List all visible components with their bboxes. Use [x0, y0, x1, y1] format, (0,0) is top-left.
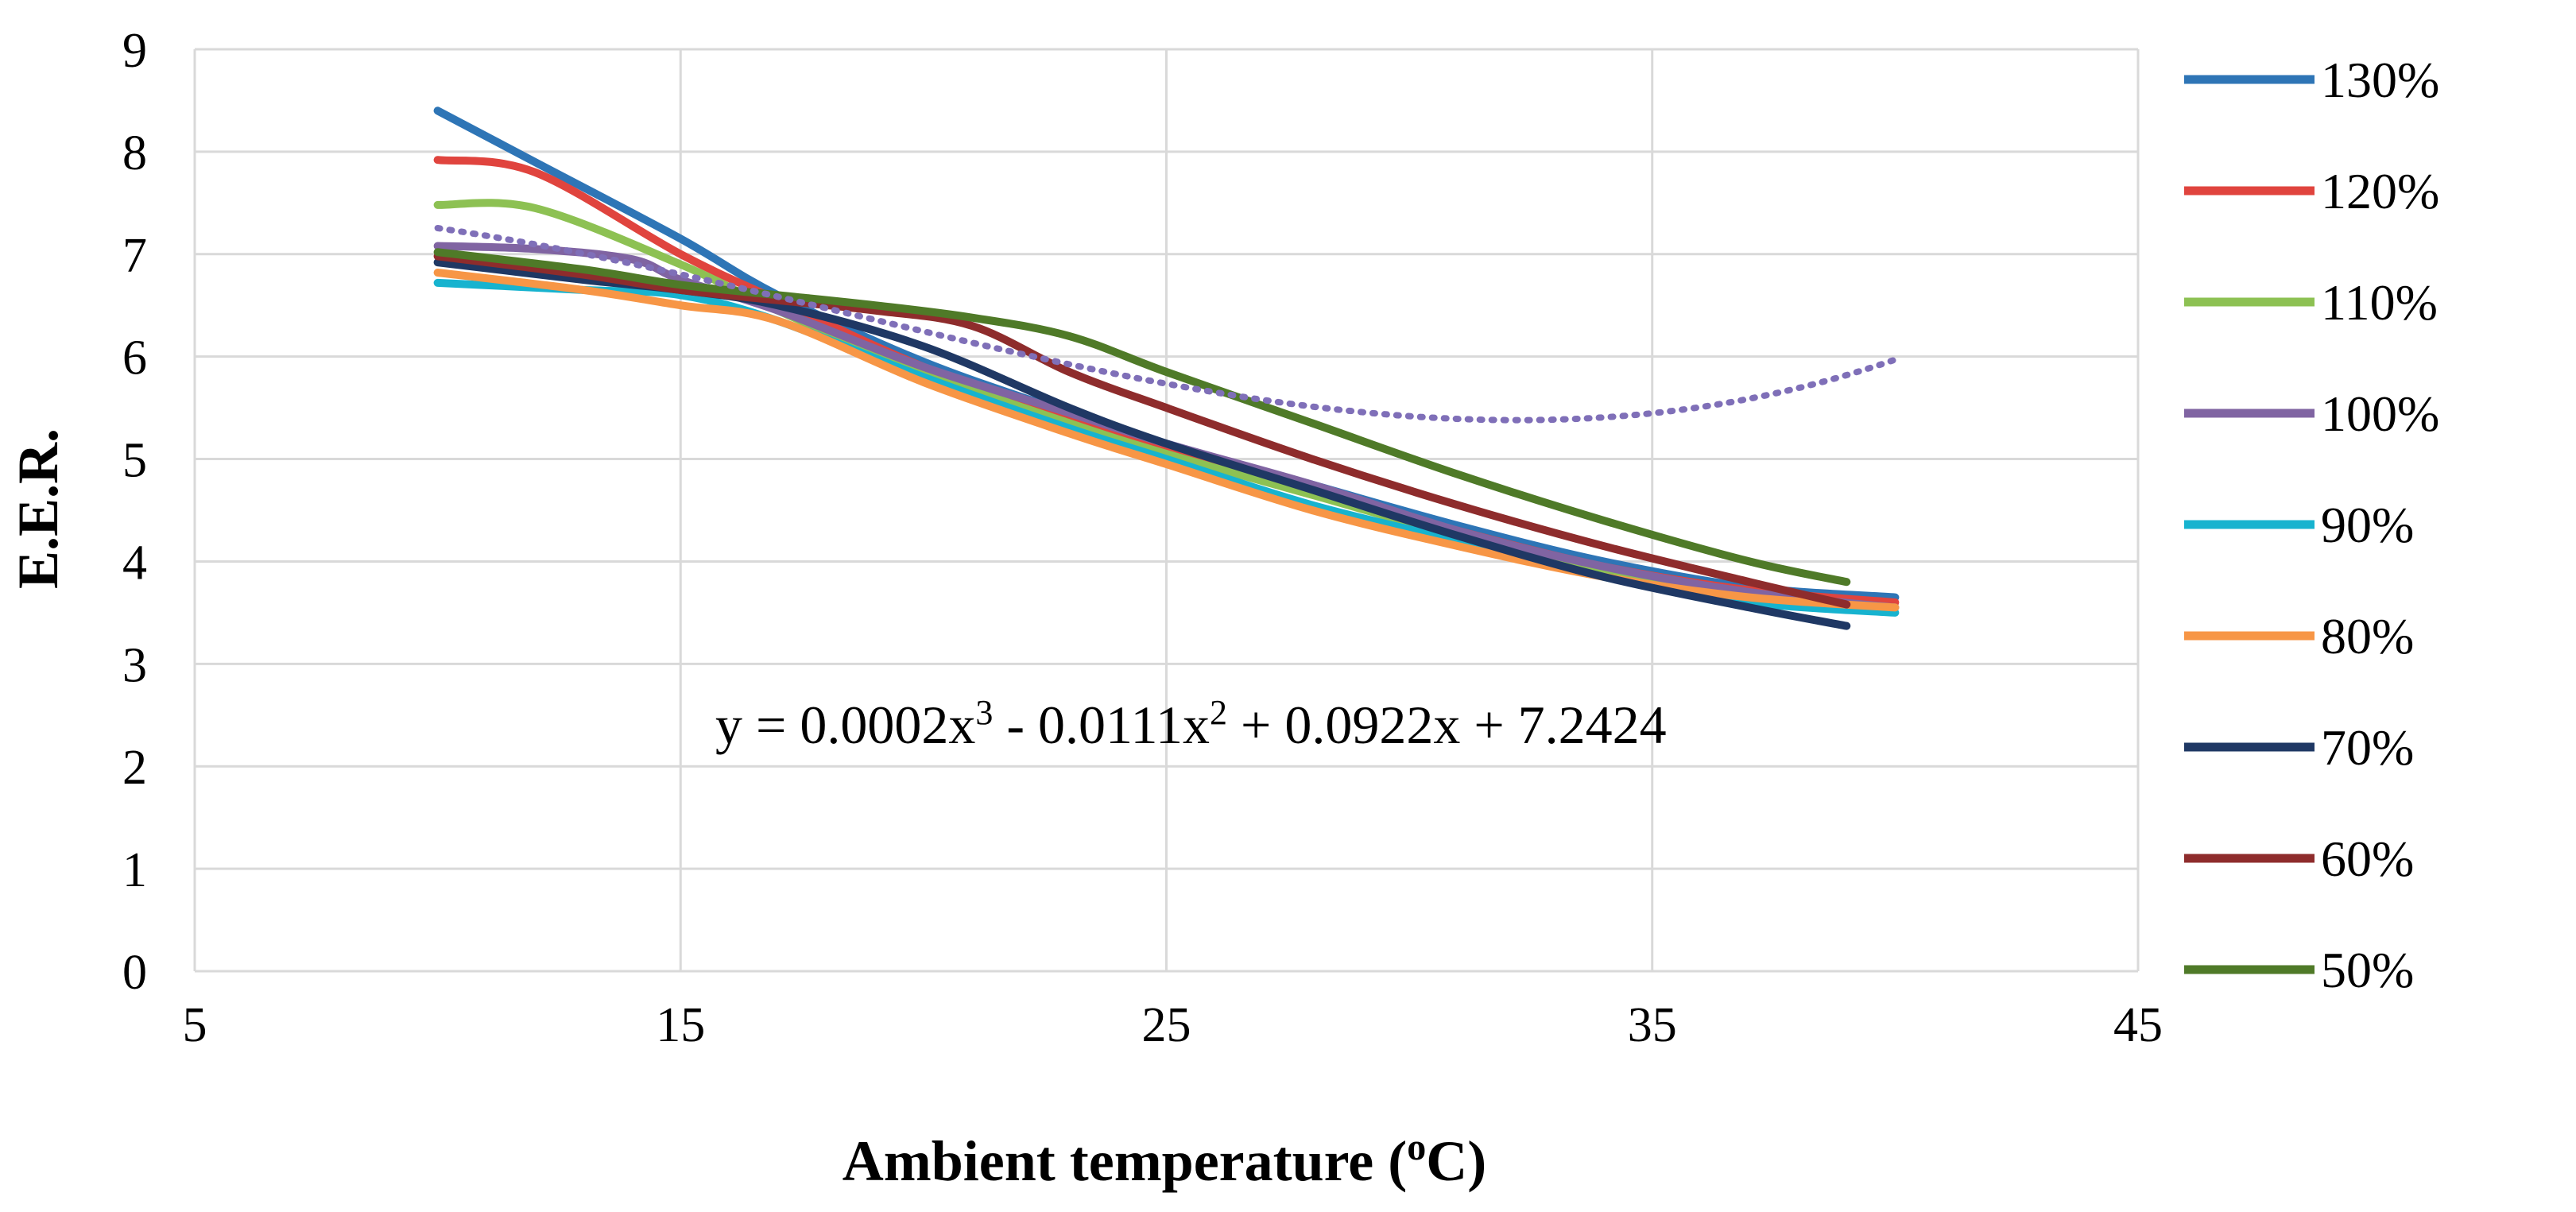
trendline-equation: y = 0.0002x3 - 0.0111x2 + 0.0922x + 7.24…	[715, 693, 1667, 755]
series-line-50pct	[433, 248, 1851, 587]
y-tick-label: 7	[122, 229, 147, 283]
y-tick-label: 3	[122, 638, 147, 692]
x-tick-label: 15	[656, 998, 705, 1052]
y-tick-label: 8	[122, 126, 147, 180]
series-line-60pct	[433, 252, 1851, 609]
x-tick-label: 5	[183, 998, 207, 1052]
trendline-group	[434, 225, 1899, 424]
x-tick-label: 45	[2113, 998, 2163, 1052]
series-group	[433, 106, 1900, 630]
y-tick-label: 0	[122, 946, 147, 1000]
legend-label: 90%	[2321, 497, 2414, 553]
legend-label: 100%	[2321, 385, 2439, 442]
y-tick-label: 9	[122, 24, 147, 78]
legend-label: 50%	[2321, 942, 2414, 998]
x-axis-label: Ambient temperature (oC)	[843, 1126, 1486, 1193]
y-tick-label: 5	[122, 434, 147, 488]
y-tick-label: 4	[122, 536, 147, 590]
legend-label: 120%	[2321, 163, 2439, 219]
x-tick-label: 35	[1628, 998, 1677, 1052]
y-tick-label: 1	[122, 843, 147, 897]
x-tick-label: 25	[1142, 998, 1191, 1052]
y-tick-label: 2	[122, 741, 147, 795]
grid	[193, 48, 2140, 973]
series-line-110pct	[433, 199, 1900, 612]
y-tick-label: 6	[122, 331, 147, 385]
legend-label: 130%	[2321, 52, 2439, 108]
legend-label: 110%	[2321, 274, 2438, 331]
legend-label: 80%	[2321, 608, 2414, 664]
legend-label: 60%	[2321, 831, 2414, 887]
legend-label: 70%	[2321, 719, 2414, 776]
y-axis-label: E.E.R.	[6, 428, 70, 589]
trendline	[434, 225, 1899, 424]
legend: 130% 120% 110% 100% 90% 80% 70% 60% 50%	[2184, 52, 2439, 998]
